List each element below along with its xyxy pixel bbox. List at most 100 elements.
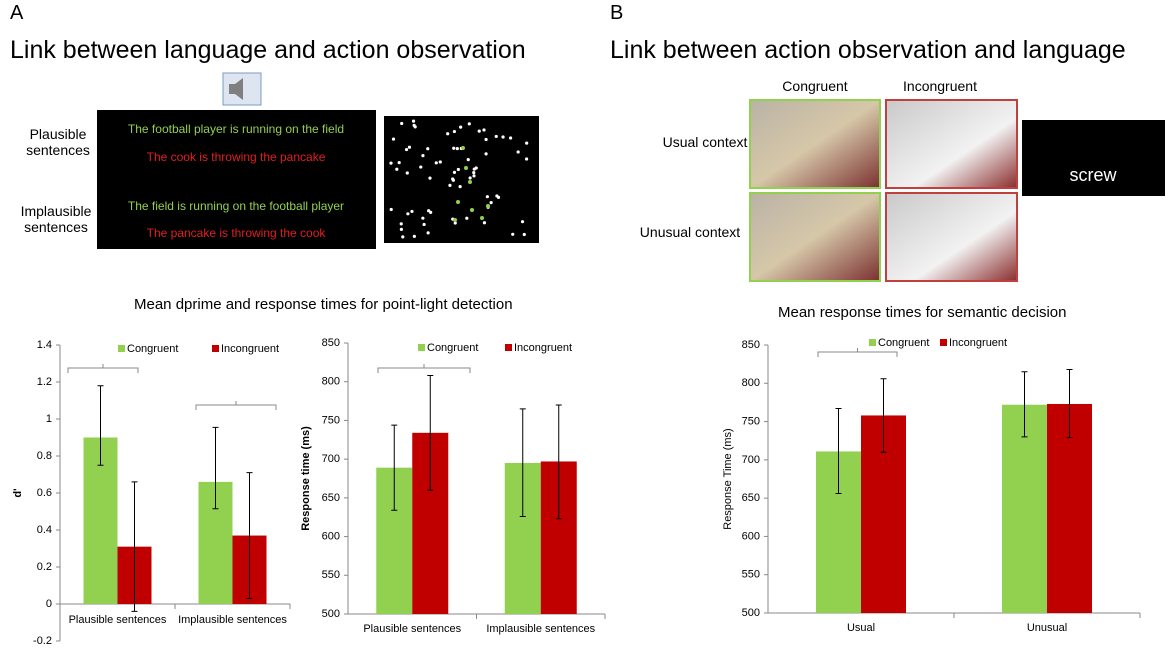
- light-dot: [468, 176, 472, 180]
- y-tick-label: 850: [322, 337, 340, 349]
- error-bar: [246, 472, 253, 599]
- panel-letter: A: [10, 2, 24, 24]
- panel-letter: B: [610, 2, 624, 24]
- y-tick-label: 600: [742, 530, 760, 542]
- light-dot: [407, 145, 412, 149]
- light-dot: [410, 209, 414, 214]
- error-bar: [555, 404, 562, 520]
- speaker-icon: [229, 78, 243, 100]
- y-tick-label: 700: [742, 454, 760, 466]
- y-tick-label: 1: [46, 413, 52, 425]
- photo: [749, 99, 881, 189]
- significance-bracket: [195, 401, 277, 410]
- legend-swatch: [505, 344, 512, 351]
- light-dot: [438, 160, 442, 164]
- light-dot: [511, 232, 515, 236]
- light-dot: [459, 125, 463, 129]
- legend-swatch: [118, 345, 125, 352]
- column-label: Incongruent: [903, 78, 977, 94]
- light-dot: [419, 165, 423, 169]
- light-dot: [422, 222, 426, 227]
- point-light-display: [384, 116, 539, 243]
- light-dot: [495, 194, 499, 198]
- light-dot: [411, 119, 416, 123]
- y-tick-label: 500: [322, 608, 340, 620]
- legend-swatch: [869, 339, 876, 346]
- y-axis-label: Response time (ms): [300, 426, 312, 531]
- light-dot: [501, 135, 505, 139]
- light-dot: [404, 147, 409, 152]
- light-dot: [389, 161, 393, 165]
- light-dot: [421, 216, 425, 220]
- light-dot: [480, 216, 484, 220]
- light-dot: [482, 221, 487, 225]
- light-dot: [474, 166, 478, 170]
- light-dot: [522, 232, 526, 237]
- y-tick-label: 750: [742, 415, 760, 427]
- light-dot: [401, 235, 405, 239]
- light-dot: [412, 234, 416, 238]
- light-dot: [395, 167, 399, 171]
- light-dot: [461, 146, 465, 150]
- y-tick-label: 650: [322, 492, 340, 504]
- light-dot: [470, 208, 474, 212]
- light-dot: [426, 231, 430, 235]
- panel-title: Link between action observation and lang…: [610, 36, 1126, 64]
- y-tick-label: 750: [322, 414, 340, 426]
- sentence: The football player is running on the fi…: [128, 122, 344, 136]
- light-dot: [456, 200, 460, 204]
- error-bar: [212, 426, 219, 510]
- light-dot: [508, 136, 513, 140]
- light-dot: [477, 129, 481, 133]
- x-tick-label: Usual: [847, 622, 875, 634]
- light-dot: [520, 220, 525, 224]
- photo: [885, 192, 1018, 282]
- light-dot: [452, 170, 457, 174]
- row-label: Usual context: [662, 134, 748, 150]
- x-tick-label: Unusual: [1027, 622, 1067, 634]
- sentence: The cook is throwing the pancake: [147, 150, 326, 164]
- significance-bracket: [377, 364, 471, 373]
- light-dot: [464, 166, 468, 170]
- x-tick-label: Plausible sentences: [69, 614, 167, 626]
- light-dot: [525, 141, 529, 145]
- y-axis-label: Response Time (ms): [722, 428, 734, 529]
- light-dot: [399, 222, 403, 226]
- light-dot: [458, 185, 462, 189]
- light-dot: [448, 183, 452, 187]
- light-dot: [421, 154, 425, 158]
- column-label: Congruent: [782, 78, 848, 94]
- y-tick-label: -0.2: [33, 635, 52, 647]
- legend-label: Congruent: [427, 342, 478, 354]
- light-dot: [412, 123, 416, 127]
- photo: [749, 192, 881, 282]
- row-label: Unusual context: [639, 224, 741, 240]
- legend-swatch: [418, 344, 425, 351]
- y-tick-label: 0.6: [37, 487, 52, 499]
- y-tick-label: 600: [322, 530, 340, 542]
- chart-heading: Mean dprime and response times for point…: [134, 296, 513, 313]
- light-dot: [465, 216, 469, 220]
- y-tick-label: 850: [742, 339, 760, 351]
- y-tick-label: 0.2: [37, 561, 52, 573]
- light-dot: [452, 129, 457, 134]
- x-tick-label: Implausible sentences: [486, 623, 595, 635]
- y-tick-label: 500: [742, 607, 760, 619]
- sentence-screen: [97, 110, 376, 249]
- legend-label: Congruent: [878, 337, 929, 349]
- y-tick-label: 1.2: [37, 376, 52, 388]
- chart-heading: Mean response times for semantic decisio…: [778, 304, 1067, 321]
- x-tick-label: Implausible sentences: [178, 614, 287, 626]
- error-bar: [880, 378, 887, 453]
- error-bar: [97, 385, 104, 466]
- y-tick-label: 650: [742, 492, 760, 504]
- light-dot: [426, 147, 430, 151]
- light-dot: [451, 177, 455, 181]
- light-dot: [455, 147, 459, 151]
- y-tick-label: 700: [322, 453, 340, 465]
- light-dot: [456, 167, 460, 172]
- light-dot: [494, 134, 498, 139]
- y-tick-label: 800: [322, 376, 340, 388]
- legend-label: Incongruent: [514, 342, 572, 354]
